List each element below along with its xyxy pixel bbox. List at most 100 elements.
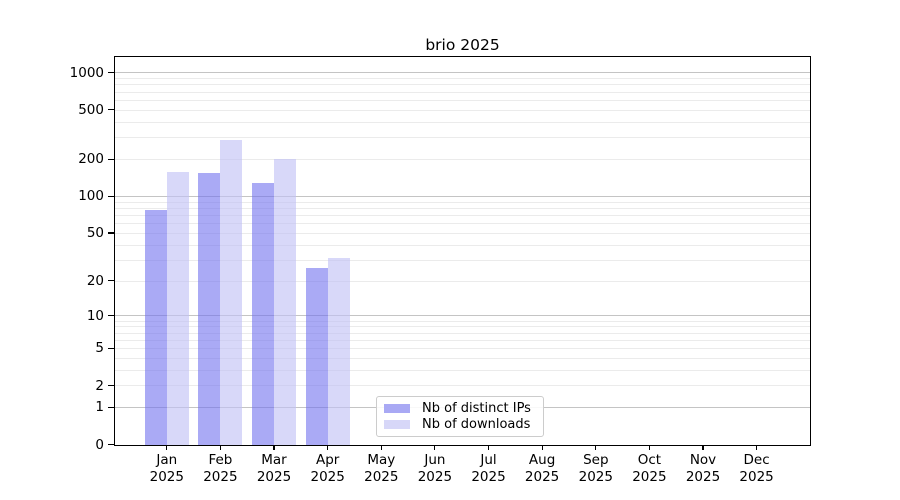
- chart-title: brio 2025: [425, 36, 500, 54]
- x-tick-year: 2025: [203, 468, 238, 485]
- bar-downloads-apr: [327, 258, 350, 445]
- y-gridline-minor-200: [115, 158, 810, 160]
- y-gridline-minor-300: [115, 137, 810, 139]
- y-tick-label-20: 20: [86, 272, 104, 289]
- y-gridline-minor-900: [115, 78, 810, 80]
- x-tick-year: 2025: [149, 468, 184, 485]
- x-tick-year: 2025: [524, 468, 560, 485]
- y-gridline-minor-9: [115, 320, 810, 322]
- y-gridline-major-1000: [115, 72, 810, 74]
- x-tick-label-aug: Aug 2025: [502, 452, 582, 485]
- x-tick-year: 2025: [739, 468, 774, 485]
- y-tick-mark-10: [108, 315, 114, 317]
- x-tick-month: Oct: [637, 452, 662, 468]
- bar-distinct-ips-feb: [198, 173, 221, 445]
- x-tick-year: 2025: [685, 468, 721, 485]
- x-tick-year: 2025: [471, 468, 506, 485]
- x-tick-mark-jun: [434, 446, 436, 450]
- x-tick-label-jul: Jul 2025: [449, 452, 529, 485]
- x-tick-mark-jan: [166, 446, 168, 450]
- x-tick-label-feb: Feb 2025: [180, 452, 260, 485]
- x-tick-mark-aug: [541, 446, 543, 450]
- legend: Nb of distinct IPs Nb of downloads: [376, 396, 544, 437]
- y-gridline-minor-30: [115, 259, 810, 261]
- y-gridline-minor-6: [115, 339, 810, 341]
- y-tick-mark-0: [108, 444, 114, 446]
- x-tick-mark-dec: [756, 446, 758, 450]
- y-gridline-minor-400: [115, 121, 810, 123]
- x-tick-month: Nov: [689, 452, 717, 468]
- bar-downloads-jan: [166, 172, 189, 445]
- x-tick-mark-oct: [648, 446, 650, 450]
- y-tick-label-100: 100: [78, 188, 104, 205]
- y-tick-label-2: 2: [95, 377, 104, 394]
- legend-item-downloads: Nb of downloads: [384, 417, 536, 433]
- y-gridline-minor-5: [115, 348, 810, 349]
- x-tick-mark-nov: [702, 446, 704, 450]
- legend-swatch-downloads: [384, 420, 410, 430]
- x-tick-year: 2025: [632, 468, 667, 485]
- x-tick-mark-jul: [487, 446, 490, 450]
- y-tick-mark-5: [108, 347, 114, 349]
- x-tick-month: Apr: [316, 452, 340, 468]
- y-tick-label-5: 5: [95, 340, 104, 357]
- x-tick-mark-may: [380, 446, 382, 450]
- y-tick-label-1: 1: [95, 399, 104, 416]
- x-tick-label-sep: Sep 2025: [556, 452, 636, 485]
- bar-downloads-feb: [220, 139, 243, 445]
- x-tick-month: Mar: [261, 452, 287, 468]
- x-tick-year: 2025: [417, 468, 453, 485]
- x-tick-label-nov: Nov 2025: [663, 452, 743, 485]
- x-tick-month: Sep: [583, 452, 609, 468]
- x-tick-year: 2025: [256, 468, 292, 485]
- x-tick-label-jan: Jan 2025: [127, 452, 207, 485]
- y-tick-mark-1000: [108, 72, 114, 74]
- y-gridline-minor-2: [115, 385, 810, 387]
- x-tick-label-mar: Mar 2025: [234, 452, 314, 485]
- y-gridline-minor-700: [115, 91, 810, 93]
- x-tick-mark-apr: [327, 446, 329, 450]
- x-tick-label-may: May 2025: [341, 452, 421, 485]
- x-tick-mark-mar: [273, 446, 275, 450]
- y-tick-label-50: 50: [86, 225, 104, 241]
- y-gridline-minor-500: [115, 109, 810, 111]
- y-gridline-minor-8: [115, 326, 810, 328]
- legend-swatch-distinct-ips: [384, 403, 410, 413]
- bar-distinct-ips-jan: [144, 209, 167, 445]
- x-tick-mark-sep: [595, 446, 597, 450]
- y-gridline-minor-3: [115, 369, 810, 371]
- y-gridline-major-10: [115, 315, 810, 317]
- y-gridline-minor-60: [115, 223, 810, 225]
- x-tick-label-dec: Dec 2025: [717, 452, 797, 485]
- x-tick-month: Feb: [208, 452, 233, 468]
- bar-distinct-ips-apr: [305, 267, 328, 445]
- x-tick-month: Dec: [743, 452, 770, 468]
- y-gridline-minor-7: [115, 332, 810, 334]
- y-gridline-minor-90: [115, 201, 810, 203]
- y-gridline-minor-4: [115, 357, 810, 359]
- x-tick-year: 2025: [578, 468, 613, 485]
- x-tick-mark-feb: [219, 446, 221, 450]
- legend-label-downloads: Nb of downloads: [422, 417, 531, 433]
- y-tick-mark-50: [108, 232, 114, 234]
- y-tick-mark-1: [108, 406, 114, 408]
- y-tick-mark-500: [108, 109, 114, 111]
- y-gridline-minor-20: [115, 280, 810, 282]
- y-tick-label-500: 500: [78, 101, 104, 118]
- x-tick-month: Jul: [480, 452, 497, 468]
- plot-area: Nb of distinct IPs Nb of downloads: [114, 56, 811, 446]
- y-gridline-minor-40: [115, 244, 810, 246]
- bar-distinct-ips-mar: [251, 183, 274, 445]
- y-gridline-minor-800: [115, 84, 810, 86]
- y-gridline-minor-70: [115, 214, 810, 216]
- bar-downloads-mar: [273, 159, 296, 445]
- y-tick-label-1000: 1000: [69, 64, 104, 81]
- y-gridline-minor-600: [115, 99, 810, 101]
- y-gridline-minor-80: [115, 207, 810, 209]
- x-tick-month: Jan: [156, 452, 178, 468]
- y-tick-label-0: 0: [95, 436, 104, 453]
- x-tick-month: May: [367, 452, 396, 468]
- x-tick-year: 2025: [310, 468, 345, 485]
- y-tick-label-10: 10: [86, 307, 104, 324]
